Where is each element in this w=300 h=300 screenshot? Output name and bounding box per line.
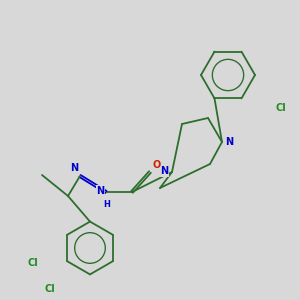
Text: Cl: Cl	[27, 258, 38, 268]
Text: N: N	[70, 163, 79, 173]
Text: N: N	[160, 167, 168, 176]
Text: O: O	[152, 160, 160, 170]
Text: Cl: Cl	[275, 103, 286, 113]
Text: Cl: Cl	[45, 284, 56, 294]
Text: H: H	[103, 200, 110, 209]
Text: N: N	[96, 185, 104, 196]
Text: N: N	[225, 137, 233, 147]
